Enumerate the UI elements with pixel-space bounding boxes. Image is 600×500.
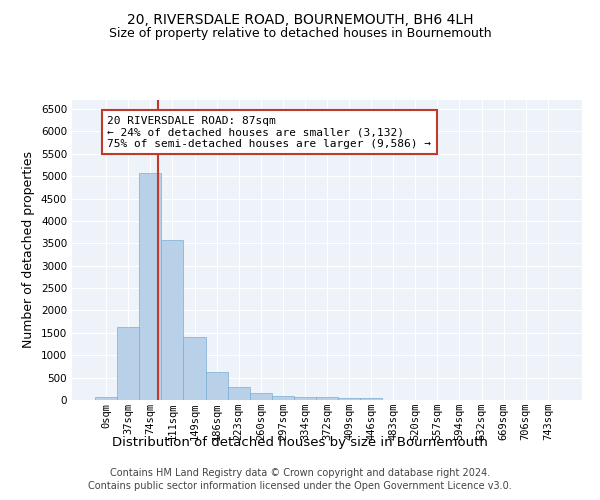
Text: 20 RIVERSDALE ROAD: 87sqm
← 24% of detached houses are smaller (3,132)
75% of se: 20 RIVERSDALE ROAD: 87sqm ← 24% of detac…: [107, 116, 431, 149]
Bar: [161, 240, 184, 400]
Bar: [316, 398, 338, 400]
Bar: [338, 398, 360, 400]
Bar: [184, 338, 206, 400]
Text: Contains HM Land Registry data © Crown copyright and database right 2024.: Contains HM Land Registry data © Crown c…: [110, 468, 490, 477]
Text: Contains public sector information licensed under the Open Government Licence v3: Contains public sector information licen…: [88, 481, 512, 491]
Y-axis label: Number of detached properties: Number of detached properties: [22, 152, 35, 348]
Bar: [294, 397, 316, 400]
Bar: [117, 328, 139, 400]
Text: Distribution of detached houses by size in Bournemouth: Distribution of detached houses by size …: [112, 436, 488, 449]
Text: 20, RIVERSDALE ROAD, BOURNEMOUTH, BH6 4LH: 20, RIVERSDALE ROAD, BOURNEMOUTH, BH6 4L…: [127, 12, 473, 26]
Bar: [206, 372, 227, 400]
Text: Size of property relative to detached houses in Bournemouth: Size of property relative to detached ho…: [109, 28, 491, 40]
Bar: [250, 394, 272, 400]
Bar: [227, 386, 250, 400]
Bar: [95, 396, 117, 400]
Bar: [360, 398, 382, 400]
Bar: [272, 396, 294, 400]
Bar: [139, 172, 161, 400]
